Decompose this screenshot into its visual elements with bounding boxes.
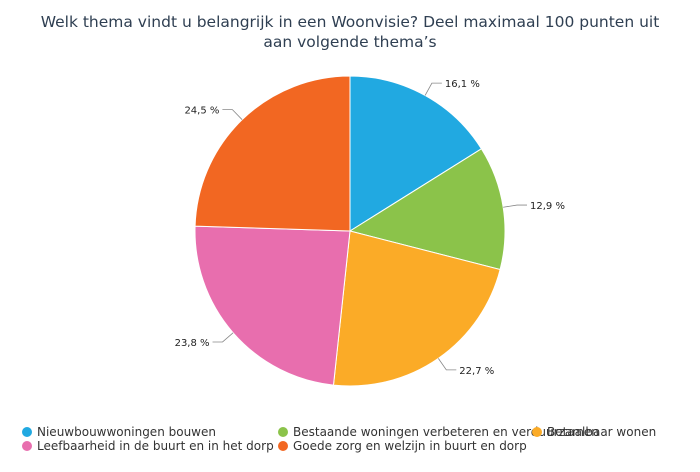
legend-marker-nieuwbouw <box>22 427 32 437</box>
data-label-zorg: 24,5 % <box>184 106 219 117</box>
legend-marker-leefbaarheid <box>22 441 32 451</box>
legend-label-leefbaarheid: Leefbaarheid in de buurt en in het dorp <box>37 439 274 453</box>
leader-line-bestaande <box>503 204 528 208</box>
legend-marker-zorg <box>278 441 288 451</box>
data-label-leefbaarheid: 23,8 % <box>175 338 210 349</box>
legend-item-betaalbaar[interactable]: Betaalbaar wonen <box>532 425 656 439</box>
data-label-nieuwbouw: 16,1 % <box>445 79 480 90</box>
leader-line-betaalbaar <box>437 358 457 371</box>
chart-title: Welk thema vindt u belangrijk in een Woo… <box>0 12 700 52</box>
data-label-bestaande: 12,9 % <box>530 201 565 212</box>
leader-line-leefbaarheid <box>212 332 234 343</box>
chart-title-line-2: aan volgende thema’s <box>263 33 437 51</box>
leader-line-zorg <box>222 109 243 120</box>
pie-slice-zorg[interactable] <box>194 75 351 232</box>
pie-slice-nieuwbouw[interactable] <box>349 75 483 232</box>
legend-item-bestaande[interactable]: Bestaande woningen verbeteren en verduur… <box>278 425 599 439</box>
chart-title-line-1: Welk thema vindt u belangrijk in een Woo… <box>40 13 660 31</box>
legend-marker-bestaande <box>278 427 288 437</box>
legend-item-nieuwbouw[interactable]: Nieuwbouwwoningen bouwen <box>22 425 216 439</box>
pie-slice-leefbaarheid[interactable] <box>194 225 351 386</box>
legend-item-leefbaarheid[interactable]: Leefbaarheid in de buurt en in het dorp <box>22 439 274 453</box>
leader-line-nieuwbouw <box>424 82 442 96</box>
legend-label-zorg: Goede zorg en welzijn in buurt en dorp <box>293 439 527 453</box>
legend-marker-betaalbaar <box>532 427 542 437</box>
legend-label-betaalbaar: Betaalbaar wonen <box>547 425 657 439</box>
pie-slice-bestaande[interactable] <box>348 148 506 271</box>
legend-label-nieuwbouw: Nieuwbouwwoningen bouwen <box>37 425 216 439</box>
legend-item-zorg[interactable]: Goede zorg en welzijn in buurt en dorp <box>278 439 527 453</box>
legend-label-bestaande: Bestaande woningen verbeteren en verduur… <box>293 425 599 439</box>
data-label-betaalbaar: 22,7 % <box>459 366 494 377</box>
